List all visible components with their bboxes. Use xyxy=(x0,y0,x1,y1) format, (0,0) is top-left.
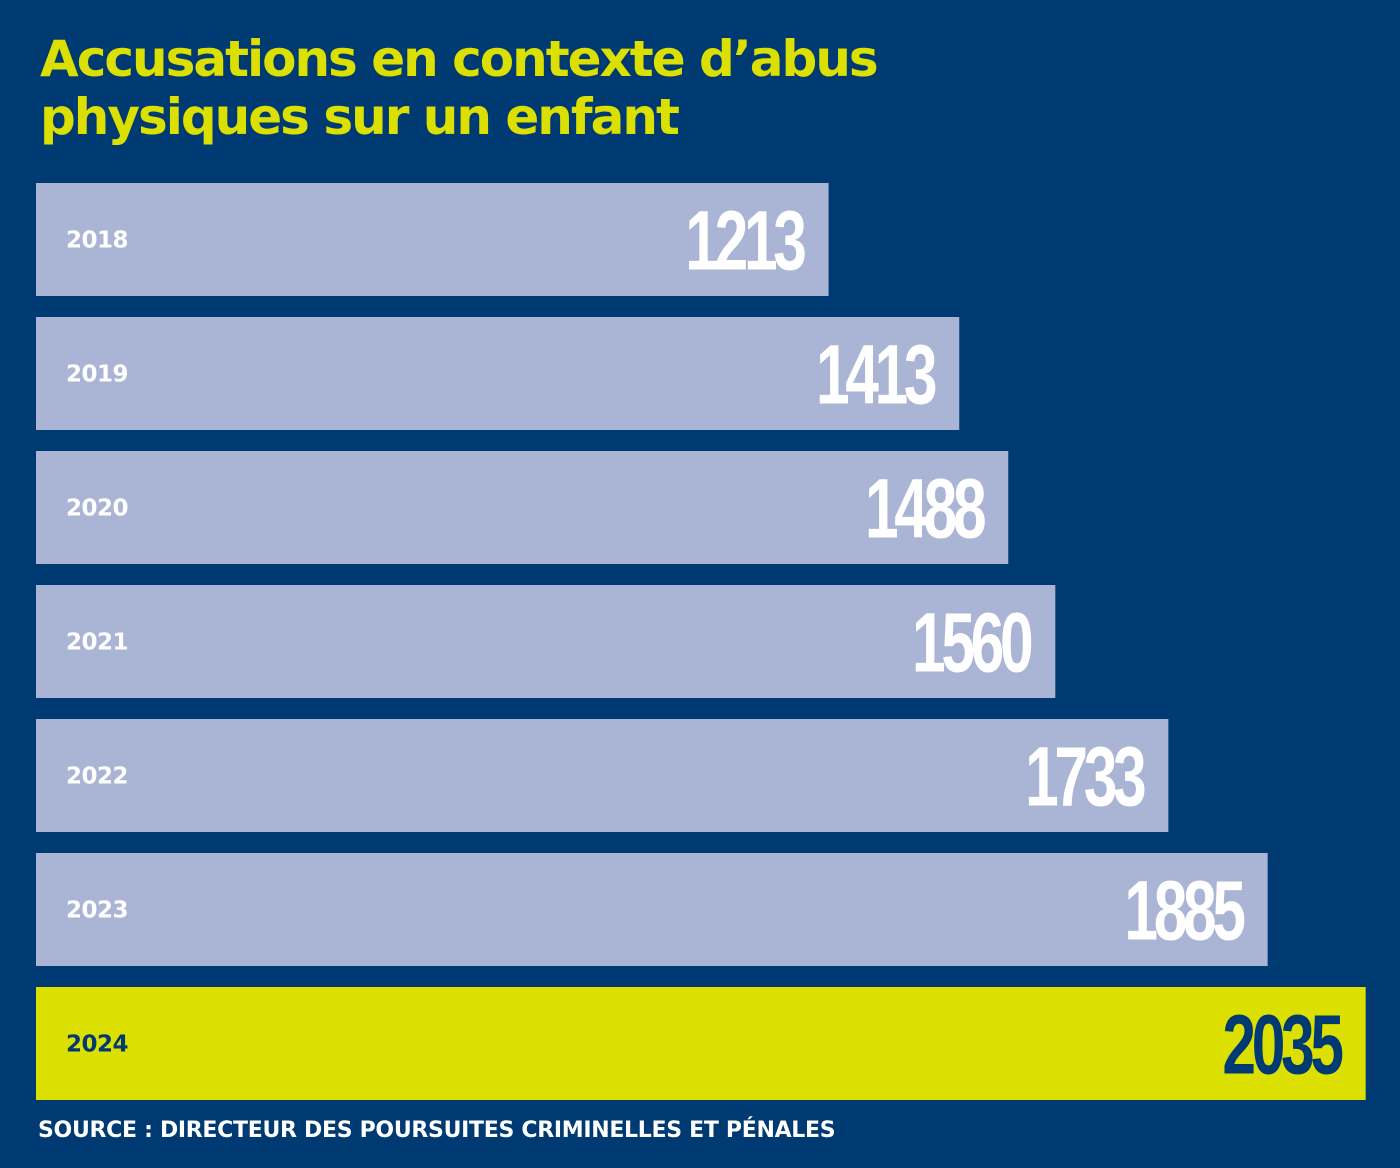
bar-2020 xyxy=(36,451,1009,564)
chart-title: Accusations en contexte d’abus physiques… xyxy=(40,30,1040,146)
bar-2021 xyxy=(36,585,1056,698)
category-label-2024: 2024 xyxy=(66,1032,128,1058)
value-label-2024: 2035 xyxy=(1222,998,1342,1092)
chart-title-line-2: physiques sur un enfant xyxy=(40,88,680,146)
bar-2023 xyxy=(36,853,1268,966)
value-label-2020: 1488 xyxy=(865,462,985,556)
category-label-2022: 2022 xyxy=(66,764,128,790)
value-label-2018: 1213 xyxy=(685,194,805,288)
value-label-2023: 1885 xyxy=(1124,864,1244,958)
bar-2018 xyxy=(36,183,829,296)
value-label-2021: 1560 xyxy=(912,596,1031,690)
category-label-2019: 2019 xyxy=(66,362,128,388)
source-note: SOURCE : DIRECTEUR DES POURSUITES CRIMIN… xyxy=(38,1118,836,1143)
bar-2024 xyxy=(36,987,1366,1100)
bar-2019 xyxy=(36,317,960,430)
category-label-2023: 2023 xyxy=(66,898,128,924)
category-label-2018: 2018 xyxy=(66,228,128,254)
bar-2022 xyxy=(36,719,1169,832)
category-label-2020: 2020 xyxy=(66,496,128,522)
value-label-2022: 1733 xyxy=(1025,730,1145,824)
category-label-2021: 2021 xyxy=(66,630,128,656)
value-label-2019: 1413 xyxy=(816,328,936,422)
chart-title-line-1: Accusations en contexte d’abus xyxy=(40,30,879,88)
